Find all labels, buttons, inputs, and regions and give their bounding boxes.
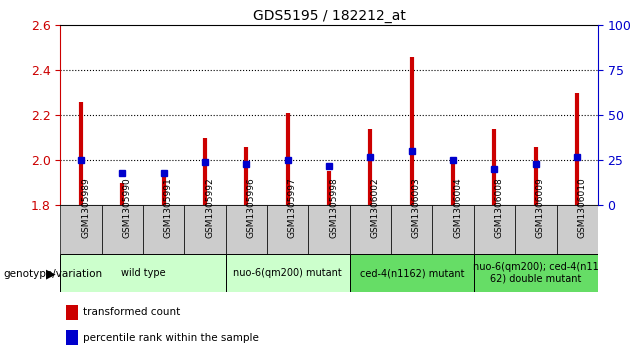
Bar	[143, 205, 184, 254]
Text: GSM1305992: GSM1305992	[205, 177, 214, 238]
Text: GSM1305996: GSM1305996	[247, 177, 256, 238]
Text: nuo-6(qm200) mutant: nuo-6(qm200) mutant	[233, 268, 342, 278]
Text: GSM1306003: GSM1306003	[412, 177, 421, 238]
Bar	[267, 205, 308, 254]
Bar	[226, 254, 350, 292]
Text: percentile rank within the sample: percentile rank within the sample	[83, 333, 259, 343]
Text: GSM1305989: GSM1305989	[81, 177, 90, 238]
Bar	[556, 205, 598, 254]
Bar	[60, 254, 226, 292]
Text: wild type: wild type	[121, 268, 165, 278]
Bar	[515, 205, 556, 254]
Text: GSM1306004: GSM1306004	[453, 177, 462, 238]
Bar	[184, 205, 226, 254]
Bar	[350, 205, 391, 254]
Text: GSM1305990: GSM1305990	[123, 177, 132, 238]
Text: transformed count: transformed count	[83, 307, 180, 317]
Text: GSM1305991: GSM1305991	[164, 177, 173, 238]
Text: GSM1306010: GSM1306010	[577, 177, 586, 238]
Bar	[350, 254, 474, 292]
Bar	[474, 254, 598, 292]
Title: GDS5195 / 182212_at: GDS5195 / 182212_at	[252, 9, 406, 23]
Text: GSM1305997: GSM1305997	[287, 177, 297, 238]
Text: GSM1306002: GSM1306002	[371, 177, 380, 238]
Bar	[391, 205, 432, 254]
Text: nuo-6(qm200); ced-4(n11
62) double mutant: nuo-6(qm200); ced-4(n11 62) double mutan…	[473, 262, 598, 284]
Bar	[226, 205, 267, 254]
Bar	[66, 330, 78, 345]
Bar	[432, 205, 474, 254]
Bar	[102, 205, 143, 254]
Text: genotype/variation: genotype/variation	[3, 269, 102, 279]
Bar	[308, 205, 350, 254]
Text: GSM1306008: GSM1306008	[495, 177, 504, 238]
Bar	[66, 305, 78, 320]
Text: GSM1306009: GSM1306009	[536, 177, 545, 238]
Bar	[474, 205, 515, 254]
Text: GSM1305998: GSM1305998	[329, 177, 338, 238]
Text: ced-4(n1162) mutant: ced-4(n1162) mutant	[359, 268, 464, 278]
Text: ▶: ▶	[46, 268, 56, 281]
Bar	[60, 205, 102, 254]
